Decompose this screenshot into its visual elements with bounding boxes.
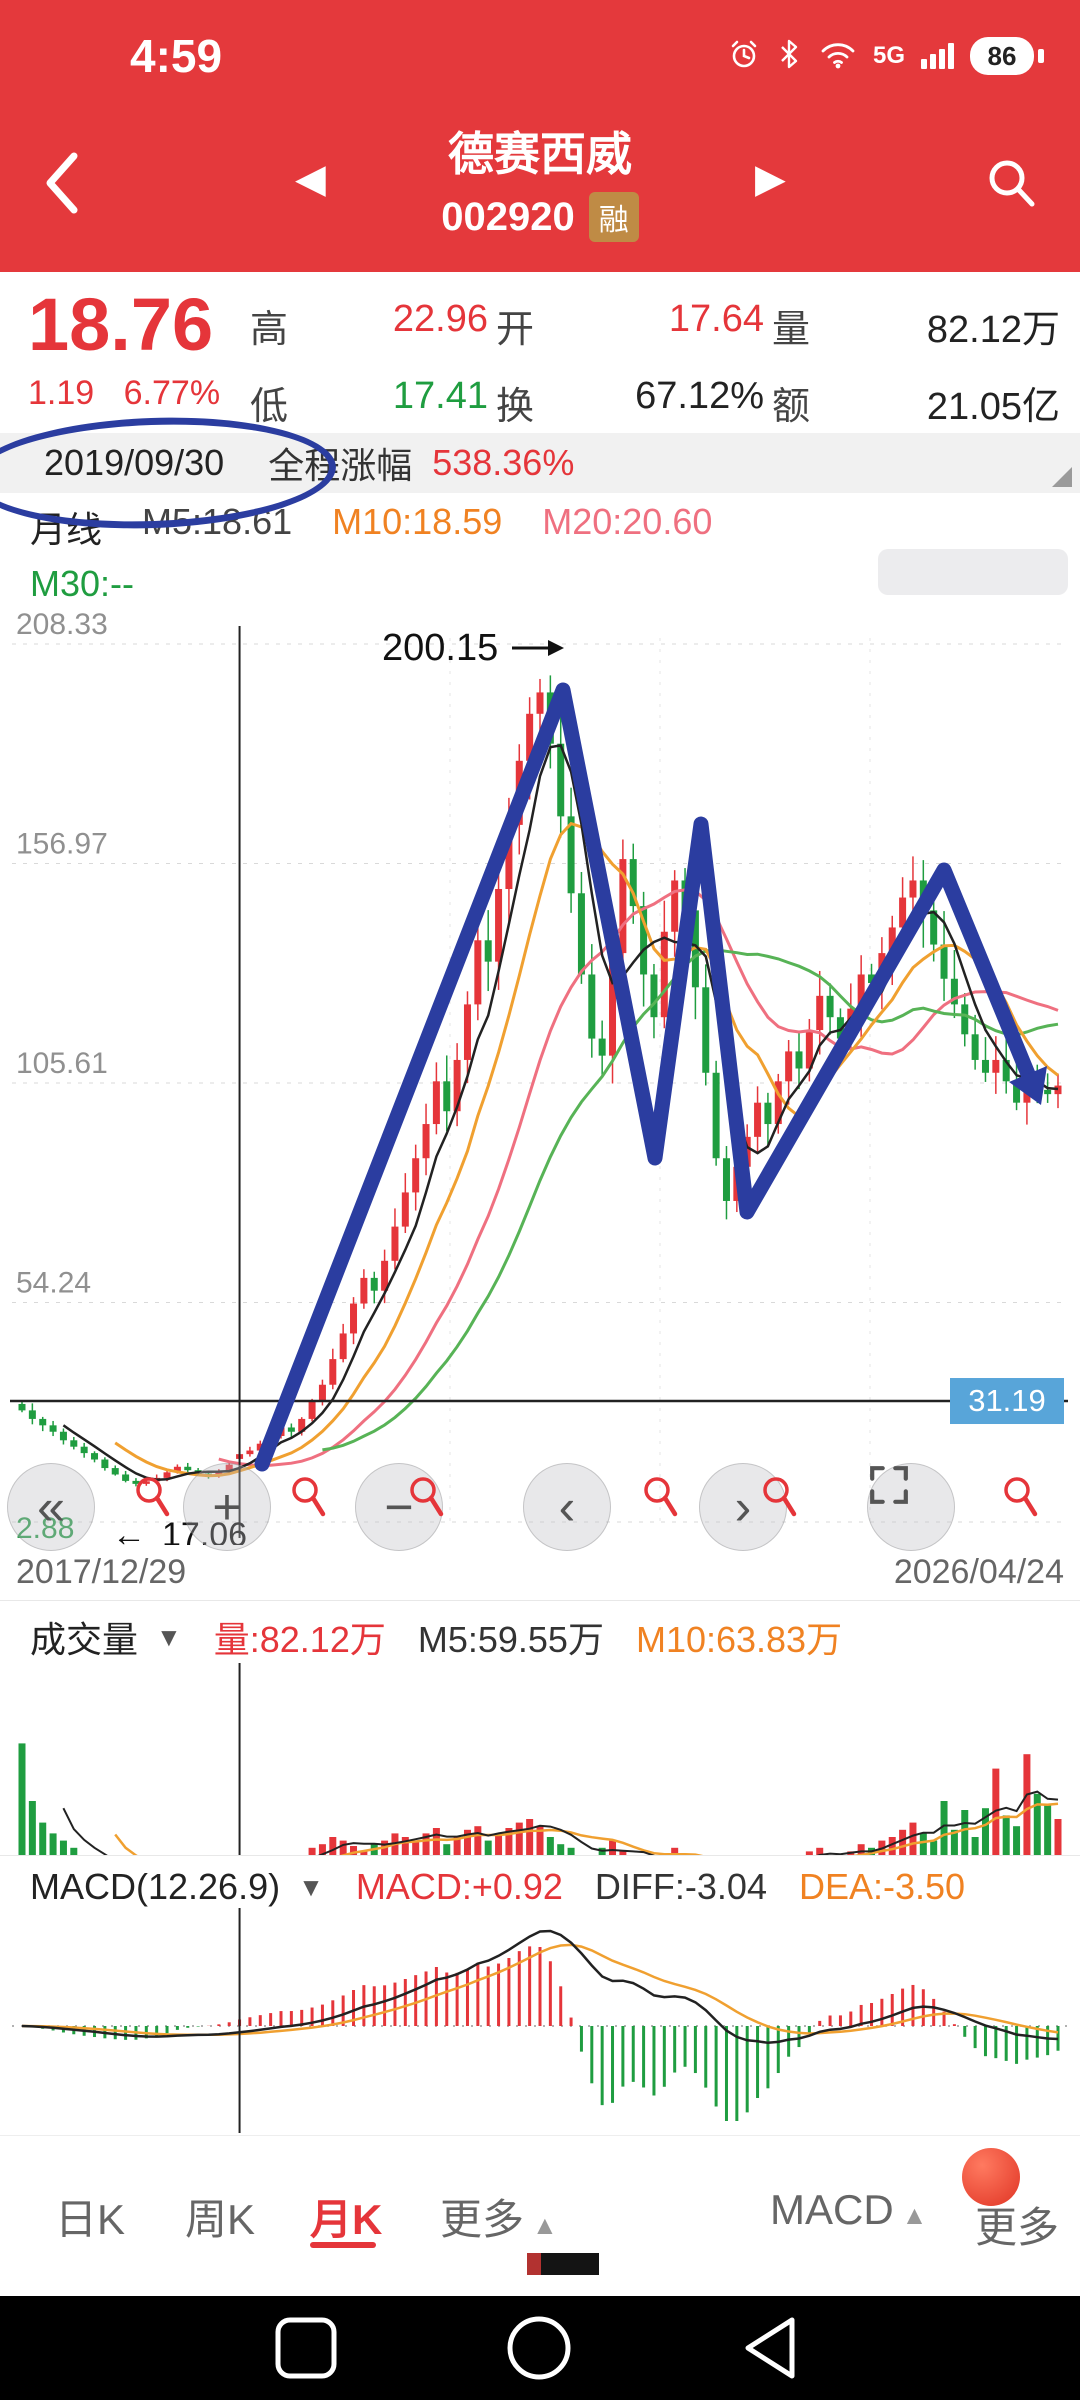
ma10-label: M10:18.59: [332, 501, 503, 542]
volume-title[interactable]: 成交量: [30, 1619, 139, 1660]
dropdown-icon[interactable]: ▼: [298, 1871, 324, 1902]
page-indicator: [527, 2253, 599, 2275]
macd-title[interactable]: MACD(12.26.9): [30, 1866, 281, 1907]
macd-value: MACD:+0.92: [355, 1866, 563, 1907]
back-button[interactable]: [40, 148, 84, 223]
ma-indicator-bar: 月线 M5:18.61 M10:18.59 M20:20.60 M30:--: [0, 493, 1080, 608]
prev-stock-button[interactable]: ◀: [295, 157, 326, 201]
stock-title: 德赛西威: [448, 128, 632, 180]
tab-indicator-macd[interactable]: MACD ▲: [770, 2186, 928, 2233]
date-bar: 2019/09/30 全程涨幅 538.36%: [0, 433, 1080, 493]
svg-text:156.97: 156.97: [16, 827, 108, 860]
field-value: 21.05亿: [926, 386, 1060, 428]
fullscreen-button[interactable]: [867, 1463, 955, 1551]
tab-monthly-k[interactable]: 月K: [310, 2196, 383, 2243]
ma30-label: M30:--: [30, 563, 135, 604]
field-value: 17.41: [392, 375, 488, 417]
field-label: 高: [250, 309, 289, 351]
watermark: [878, 549, 1068, 595]
tab-weekly-k[interactable]: 周K: [185, 2196, 256, 2243]
active-tab-underline: [310, 2242, 376, 2248]
stock-code: 002920: [441, 194, 575, 239]
chevron-up-icon: ▲: [901, 2200, 928, 2230]
price-change: 1.19: [28, 374, 95, 412]
field-value: 82.12万: [926, 309, 1060, 351]
dea-value: DEA:-3.50: [798, 1866, 966, 1907]
volume-value: 量:82.12万: [213, 1619, 386, 1660]
header: ◀ 德赛西威 002920 融 ▶: [0, 112, 1080, 272]
price-change-pct: 6.77%: [123, 374, 221, 412]
svg-text:←: ←: [112, 1516, 146, 1545]
status-bar: 4:59 5G 86: [0, 0, 1080, 112]
main-candlestick-chart[interactable]: 208.33 156.97 105.61 54.24 2.88 31.19 200.15 ← 1…: [0, 608, 1080, 1551]
next-stock-button[interactable]: ▶: [755, 157, 786, 201]
pan-left-button[interactable]: «: [7, 1463, 95, 1551]
android-nav-bar: [0, 2296, 1080, 2400]
volume-ma5: M5:59.55万: [417, 1619, 604, 1660]
wifi-icon: [819, 39, 857, 74]
quote-panel: 18.76 1.19 6.77% 高 22.96 开 17.64 量 82.12…: [0, 272, 1080, 433]
zoom-out-button[interactable]: −: [355, 1463, 443, 1551]
dropdown-icon[interactable]: ▼: [156, 1621, 182, 1652]
field-label: 额: [772, 386, 811, 428]
record-dot[interactable]: [962, 2148, 1020, 2206]
volume-ma10: M10:63.83万: [635, 1619, 843, 1660]
last-price: 18.76: [28, 283, 214, 366]
svg-text:208.33: 208.33: [16, 608, 108, 641]
scroll-left-button[interactable]: ‹: [523, 1463, 611, 1551]
signal-icon: [921, 43, 954, 69]
svg-text:54.24: 54.24: [16, 1267, 91, 1300]
ma20-label: M20:20.60: [542, 501, 713, 542]
tab-more[interactable]: 更多: [975, 2204, 1060, 2251]
search-icon[interactable]: [982, 154, 1040, 217]
scroll-right-button[interactable]: ›: [699, 1463, 787, 1551]
field-value: 22.96: [392, 298, 488, 340]
end-date: 2026/04/24: [893, 1553, 1064, 1591]
back-icon[interactable]: [745, 2317, 795, 2379]
tab-more-periods[interactable]: 更多 ▲: [440, 2196, 558, 2243]
network-type-label: 5G: [872, 42, 905, 69]
field-value: 67.12%: [635, 375, 764, 417]
field-label: 换: [496, 386, 535, 428]
crosshair-button[interactable]: +: [183, 1463, 271, 1551]
selected-date: 2019/09/30: [44, 442, 225, 483]
x-axis-dates: 2017/12/29 2026/04/24: [0, 1545, 1080, 1600]
tab-daily-k[interactable]: 日K: [55, 2196, 126, 2243]
period-label[interactable]: 月线: [30, 509, 103, 550]
field-label: 低: [250, 386, 289, 428]
recents-icon[interactable]: [275, 2317, 337, 2379]
diff-value: DIFF:-3.04: [594, 1866, 767, 1907]
resize-corner-icon[interactable]: [1052, 467, 1072, 487]
svg-text:31.19: 31.19: [968, 1383, 1046, 1418]
margin-badge: 融: [588, 192, 639, 242]
svg-text:105.61: 105.61: [16, 1047, 108, 1080]
field-label: 开: [496, 309, 535, 351]
field-value: 17.64: [668, 298, 764, 340]
field-label: 量: [772, 309, 811, 351]
macd-svg: [12, 1908, 1068, 2133]
start-date: 2017/12/29: [16, 1553, 187, 1591]
home-icon[interactable]: [507, 2316, 571, 2380]
range-gain-label: 全程涨幅: [268, 445, 413, 486]
svg-text:200.15: 200.15: [382, 627, 498, 669]
clock-time: 4:59: [130, 30, 223, 82]
ma5-label: M5:18.61: [142, 501, 293, 542]
volume-panel[interactable]: 成交量 ▼ 量:82.12万 M5:59.55万 M10:63.83万: [0, 1600, 1080, 1909]
bluetooth-icon: [777, 37, 803, 76]
bottom-tab-bar: 日K 周K 月K 更多 ▲ MACD ▲ 更多: [0, 2135, 1080, 2256]
nav-icons: [275, 2316, 795, 2380]
chevron-up-icon: ▲: [532, 2210, 558, 2240]
range-gain-value: 538.36%: [432, 442, 575, 483]
macd-panel[interactable]: MACD(12.26.9) ▼ MACD:+0.92 DIFF:-3.04 DE…: [0, 1855, 1080, 2136]
volume-svg: [18, 1663, 1062, 1909]
alarm-icon: [727, 37, 761, 76]
battery-icon: 86: [970, 37, 1034, 75]
quote-grid: 高 22.96 开 17.64 量 82.12万 低 17.41 换 67.12…: [250, 286, 1060, 433]
battery-nub: [1038, 49, 1044, 63]
